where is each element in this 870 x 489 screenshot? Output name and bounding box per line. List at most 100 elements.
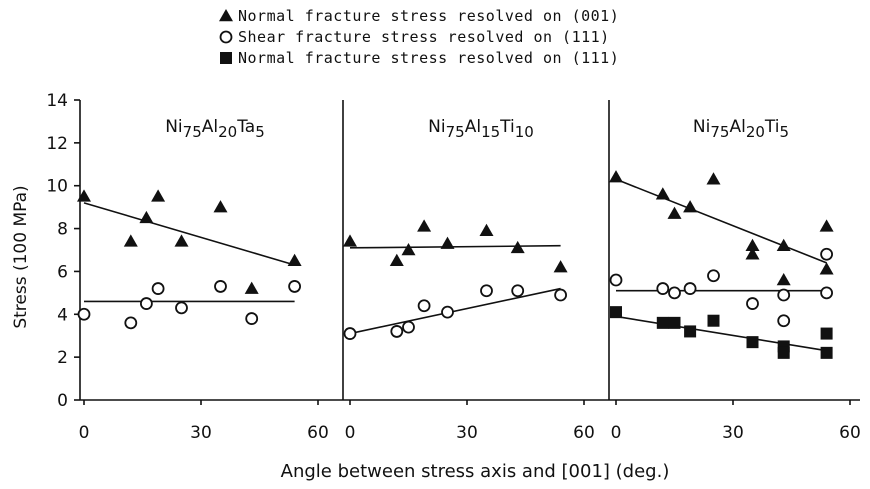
data-point-open-circle (417, 299, 431, 313)
data-point-open-circle (656, 282, 670, 295)
data-point-open-circle (707, 269, 720, 283)
x-tick-label: 30 (190, 423, 212, 443)
x-tick-label: 0 (611, 423, 622, 443)
legend-label: Normal fracture stress resolved on (111) (238, 49, 619, 67)
data-point-open-circle (77, 307, 91, 321)
x-tick-label: 60 (839, 423, 861, 443)
legend-label: Normal fracture stress resolved on (001) (238, 7, 619, 25)
legend-label: Shear fracture stress resolved on (111) (238, 28, 610, 46)
legend-marker-open-circle (219, 30, 233, 44)
panel-1: Ni75Al20Ta5 (77, 117, 302, 330)
legend-item: Normal fracture stress resolved on (001) (219, 7, 619, 25)
data-point-open-circle (390, 325, 404, 338)
series-open-circle (343, 284, 567, 340)
data-point-filled-square (777, 346, 790, 359)
data-point-filled-triangle (244, 281, 259, 294)
data-point-filled-square (656, 316, 669, 329)
data-point-filled-triangle (389, 253, 404, 266)
y-tick-label: 12 (46, 134, 68, 154)
data-point-filled-square (746, 336, 759, 349)
panel-title: Ni75Al15Ti10 (428, 117, 534, 141)
x-tick-label: 0 (345, 423, 356, 443)
x-tick-label: 60 (307, 423, 329, 443)
x-tick-label: 0 (79, 423, 90, 443)
data-point-open-circle (820, 286, 833, 300)
data-point-filled-triangle (667, 206, 682, 219)
legend-item: Normal fracture stress resolved on (111) (220, 49, 619, 67)
data-point-open-circle (777, 288, 791, 302)
data-point-open-circle (139, 297, 153, 310)
data-point-open-circle (175, 301, 188, 315)
x-tick-label: 60 (573, 423, 595, 443)
data-point-filled-triangle (213, 200, 228, 213)
data-point-open-circle (124, 316, 138, 330)
fit-line (83, 202, 295, 266)
data-point-open-circle (820, 247, 833, 261)
panel-title: Ni75Al20Ti5 (693, 117, 789, 141)
fit-line (615, 315, 827, 352)
data-point-open-circle (609, 273, 623, 287)
data-point-open-circle (746, 297, 759, 310)
y-tick-label: 0 (57, 391, 68, 411)
data-point-filled-triangle (479, 223, 494, 236)
data-point-open-circle (402, 320, 415, 334)
panel-title: Ni75Al20Ta5 (165, 117, 265, 141)
panels: Ni75Al20Ta5 Ni75Al15Ti10 Ni75Al20Ti5 (77, 117, 834, 359)
data-point-filled-triangle (123, 234, 138, 247)
data-point-open-circle (288, 280, 302, 293)
data-point-filled-triangle (655, 187, 670, 200)
data-point-open-circle (441, 305, 454, 319)
data-point-filled-triangle (401, 243, 416, 256)
data-point-open-circle (343, 327, 357, 340)
data-point-open-circle (554, 288, 567, 302)
data-point-open-circle (151, 282, 165, 295)
data-point-filled-triangle (510, 240, 525, 254)
data-point-filled-triangle (151, 189, 166, 202)
data-point-filled-triangle (776, 238, 791, 251)
data-point-open-circle (683, 282, 697, 295)
x-axis-label: Angle between stress axis and [001] (deg… (281, 461, 670, 482)
y-tick-label: 8 (57, 220, 68, 240)
data-point-filled-triangle (745, 247, 760, 260)
data-point-filled-triangle (139, 210, 154, 224)
axes: 0 2 4 6 8 10 12 14 0 30 60 0 30 60 0 30 60 (46, 91, 860, 443)
data-point-filled-triangle (343, 234, 357, 247)
data-point-filled-triangle (819, 262, 834, 275)
data-point-filled-square (610, 306, 622, 319)
data-point-filled-triangle (440, 236, 455, 249)
series-filled-triangle (343, 219, 568, 273)
data-point-filled-triangle (174, 234, 189, 247)
panel-3: Ni75Al20Ti5 (609, 117, 834, 359)
x-tick-label: 30 (456, 423, 478, 443)
panel-2: Ni75Al15Ti10 (343, 117, 568, 340)
data-point-filled-square (684, 325, 697, 338)
data-point-filled-triangle (683, 200, 698, 213)
data-point-open-circle (214, 280, 227, 293)
y-tick-label: 10 (46, 177, 68, 197)
data-point-filled-square (820, 346, 833, 359)
data-point-filled-triangle (745, 238, 760, 251)
series-filled-square (610, 306, 833, 359)
data-point-filled-triangle (776, 273, 791, 286)
x-tick-label: 30 (722, 423, 744, 443)
y-axis-label: Stress (100 MPa) (11, 185, 31, 328)
series-filled-triangle (609, 170, 834, 286)
data-point-open-circle (777, 314, 791, 328)
fit-line (615, 178, 827, 264)
legend: Normal fracture stress resolved on (001)… (219, 7, 619, 67)
data-point-filled-square (668, 316, 681, 329)
fit-line (349, 287, 561, 335)
legend-marker-filled-triangle (219, 9, 233, 22)
series-open-circle (609, 247, 833, 328)
y-tick-label: 14 (46, 91, 68, 111)
y-tick-label: 2 (57, 348, 68, 368)
data-point-filled-square (820, 327, 833, 340)
data-point-open-circle (511, 284, 525, 298)
data-point-filled-triangle (609, 170, 623, 183)
legend-marker-filled-square (220, 52, 232, 64)
fit-line (349, 244, 561, 249)
series-open-circle (77, 280, 302, 330)
data-point-open-circle (668, 286, 681, 300)
data-point-open-circle (245, 312, 259, 325)
